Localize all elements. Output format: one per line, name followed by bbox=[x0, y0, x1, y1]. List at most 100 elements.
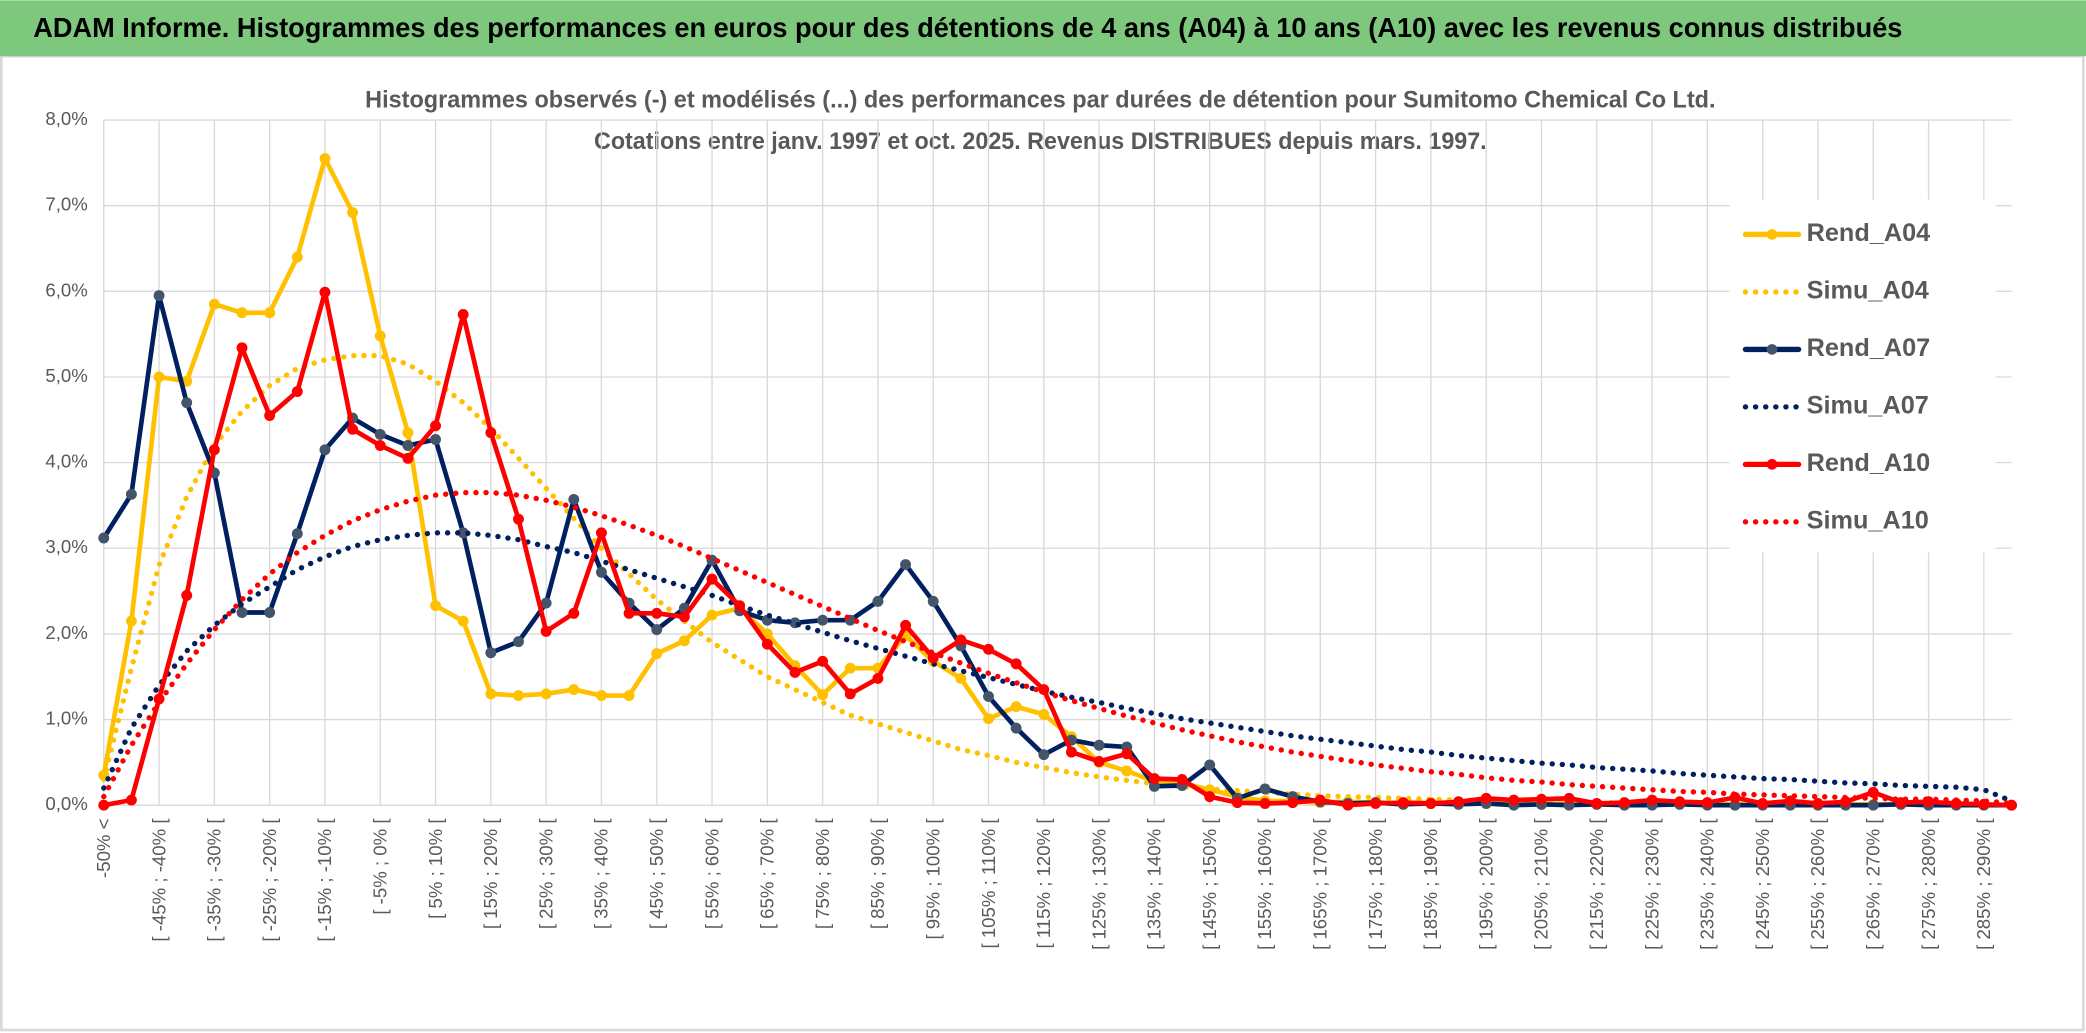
data-point bbox=[1287, 797, 1299, 809]
data-point bbox=[374, 440, 386, 451]
data-point bbox=[125, 794, 137, 806]
data-point bbox=[706, 573, 718, 585]
data-point bbox=[955, 672, 967, 684]
data-point bbox=[513, 636, 524, 648]
data-point bbox=[872, 672, 884, 684]
x-tick-label: [ 5% ; 10% [ bbox=[425, 818, 446, 919]
x-tick-label: [ 245% ; 250% [ bbox=[1752, 818, 1773, 950]
data-point bbox=[319, 286, 331, 298]
header-bar bbox=[0, 0, 2086, 57]
data-point bbox=[374, 330, 386, 342]
data-point bbox=[153, 371, 165, 383]
x-tick-label: [ 45% ; 50% [ bbox=[646, 818, 667, 930]
data-point bbox=[125, 488, 137, 500]
data-point bbox=[457, 309, 469, 320]
legend-marker bbox=[1766, 459, 1778, 470]
data-point bbox=[1425, 798, 1437, 809]
x-tick-label: [ 35% ; 40% [ bbox=[591, 818, 612, 930]
x-tick-label: [ 275% ; 280% [ bbox=[1918, 818, 1939, 950]
x-tick-label: [ 25% ; 30% [ bbox=[535, 818, 556, 930]
data-point bbox=[844, 688, 856, 700]
legend-label: Simu_A04 bbox=[1807, 277, 1929, 305]
data-point bbox=[927, 595, 939, 607]
data-point bbox=[1066, 746, 1077, 758]
data-point bbox=[1121, 765, 1133, 777]
data-point bbox=[734, 600, 746, 612]
x-tick-label: [ -45% ; -40% [ bbox=[148, 818, 169, 942]
data-point bbox=[1010, 701, 1022, 713]
data-point bbox=[319, 153, 331, 165]
y-tick-label: 6,0% bbox=[45, 279, 87, 300]
x-tick-label: [ 255% ; 260% [ bbox=[1807, 818, 1828, 950]
y-tick-label: 4,0% bbox=[45, 451, 87, 472]
series-line bbox=[101, 289, 2014, 808]
data-point bbox=[125, 615, 137, 627]
data-point bbox=[291, 386, 303, 397]
x-tick-label: [ 145% ; 150% [ bbox=[1199, 818, 1220, 950]
data-point bbox=[347, 423, 359, 435]
data-point bbox=[98, 532, 110, 544]
x-tick-label: [ 185% ; 190% [ bbox=[1420, 818, 1441, 950]
data-point bbox=[1591, 798, 1603, 809]
x-tick-label: [ 165% ; 170% [ bbox=[1310, 818, 1331, 950]
x-tick-label: [ 65% ; 70% [ bbox=[757, 818, 778, 930]
data-point bbox=[595, 566, 607, 578]
legend-label: Rend_A10 bbox=[1807, 449, 1931, 477]
data-point bbox=[402, 440, 414, 451]
data-point bbox=[1204, 759, 1216, 771]
legend: Rend_A04 Simu_A04 Rend_A07 Simu_A07 Rend_A10… bbox=[1729, 199, 1996, 553]
data-point bbox=[568, 684, 580, 696]
data-point bbox=[623, 607, 635, 619]
data-point bbox=[1618, 797, 1630, 809]
data-point bbox=[983, 643, 994, 655]
x-tick-label: [ -5% ; 0% [ bbox=[370, 818, 391, 915]
x-tick-label: [ -25% ; -20% [ bbox=[259, 818, 280, 942]
legend-label: Simu_A07 bbox=[1807, 392, 1929, 420]
data-point bbox=[817, 689, 829, 701]
data-point bbox=[706, 609, 718, 621]
y-tick-label: 1,0% bbox=[45, 707, 87, 728]
data-point bbox=[208, 298, 220, 310]
x-tick-label: [ 215% ; 220% [ bbox=[1586, 818, 1607, 950]
x-tick-label: [ 105% ; 110% [ bbox=[978, 818, 999, 949]
data-point bbox=[817, 655, 829, 667]
chart-subtitle: Histogrammes observés (-) et modélisés (… bbox=[365, 87, 1715, 114]
data-point bbox=[430, 434, 442, 445]
data-point bbox=[983, 713, 994, 725]
y-tick-label: 3,0% bbox=[45, 536, 87, 557]
x-tick-label: [ -15% ; -10% [ bbox=[314, 818, 335, 942]
chart-subtitle: Cotations entre janv. 1997 et oct. 2025.… bbox=[594, 128, 1487, 155]
data-point bbox=[678, 635, 690, 647]
x-tick-label: [ 285% ; 290% [ bbox=[1973, 818, 1994, 950]
data-point bbox=[872, 595, 884, 607]
data-point bbox=[1453, 796, 1464, 808]
grid: -50% < [ -45% ; -40% [[ -35% ; -30% [[ -2… bbox=[45, 108, 2012, 950]
data-point bbox=[208, 444, 220, 456]
data-point bbox=[181, 397, 193, 409]
legend-label: Rend_A04 bbox=[1807, 219, 1931, 247]
y-tick-label: 2,0% bbox=[45, 622, 87, 643]
data-point bbox=[1674, 796, 1686, 808]
x-tick-label: [ 175% ; 180% [ bbox=[1365, 818, 1386, 950]
data-point bbox=[1480, 792, 1492, 804]
plot bbox=[98, 153, 2017, 811]
x-tick-label: [ 155% ; 160% [ bbox=[1254, 818, 1275, 950]
data-point bbox=[1867, 786, 1879, 798]
data-point bbox=[513, 690, 524, 702]
data-point bbox=[1010, 658, 1022, 670]
data-point bbox=[789, 666, 801, 678]
data-point bbox=[1259, 798, 1271, 809]
data-point bbox=[651, 624, 663, 636]
data-point bbox=[1259, 783, 1271, 795]
data-point bbox=[540, 597, 552, 609]
data-point bbox=[651, 607, 663, 619]
data-point bbox=[1812, 798, 1824, 809]
data-point bbox=[153, 290, 165, 302]
data-point bbox=[651, 648, 663, 660]
data-point bbox=[236, 607, 248, 618]
data-point bbox=[1508, 794, 1520, 806]
x-tick-label: [ 115% ; 120% [ bbox=[1033, 818, 1054, 949]
data-point bbox=[1342, 799, 1354, 811]
x-tick-label: [ 265% ; 270% [ bbox=[1863, 818, 1884, 950]
x-tick-label: [ -35% ; -30% [ bbox=[204, 818, 225, 942]
